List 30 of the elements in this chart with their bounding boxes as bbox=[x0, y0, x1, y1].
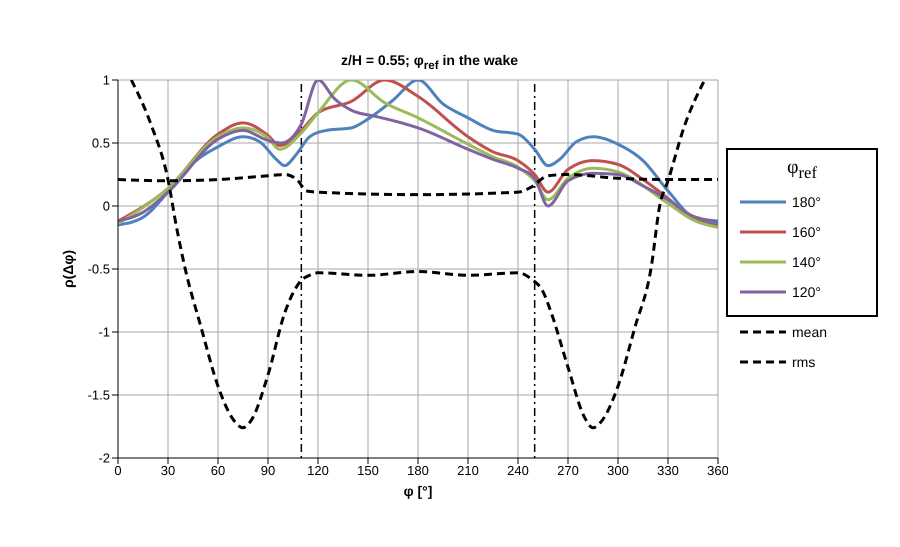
x-tick-label: 0 bbox=[114, 463, 122, 478]
x-tick-label: 30 bbox=[160, 463, 176, 478]
x-tick-label: 180 bbox=[407, 463, 429, 478]
x-tick-label: 240 bbox=[507, 463, 529, 478]
x-tick-label: 360 bbox=[707, 463, 729, 478]
x-tick-label: 300 bbox=[607, 463, 629, 478]
chart-title: z/H = 0.55; φ$_{ref}$ in the wake bbox=[340, 52, 518, 72]
x-tick-label: 330 bbox=[657, 463, 679, 478]
legend-title: φ$_{ref}$ bbox=[786, 156, 818, 182]
x-tick-label: 60 bbox=[210, 463, 226, 478]
legend-label: 120° bbox=[792, 284, 821, 300]
legend-label: 160° bbox=[792, 224, 821, 240]
y-tick-label: 1 bbox=[102, 72, 110, 88]
x-tick-label: 120 bbox=[307, 463, 329, 478]
x-tick-label: 210 bbox=[457, 463, 479, 478]
legend-label: mean bbox=[792, 324, 828, 340]
x-axis-title: φ [°] bbox=[404, 483, 432, 499]
y-tick-label: -2 bbox=[98, 450, 110, 466]
x-tick-label: 150 bbox=[357, 463, 379, 478]
y-tick-label: -1.5 bbox=[88, 388, 110, 403]
legend-label: 140° bbox=[792, 254, 821, 270]
y-tick-label: 0 bbox=[102, 198, 110, 214]
y-tick-label: 0.5 bbox=[92, 136, 110, 151]
y-tick-label: -0.5 bbox=[88, 262, 110, 277]
legend-label: rms bbox=[792, 354, 816, 370]
x-tick-label: 270 bbox=[557, 463, 579, 478]
x-tick-label: 90 bbox=[260, 463, 276, 478]
y-tick-label: -1 bbox=[98, 324, 110, 340]
y-axis-title: ρ(Δφ) bbox=[60, 250, 76, 288]
legend-label: 180° bbox=[792, 194, 821, 210]
